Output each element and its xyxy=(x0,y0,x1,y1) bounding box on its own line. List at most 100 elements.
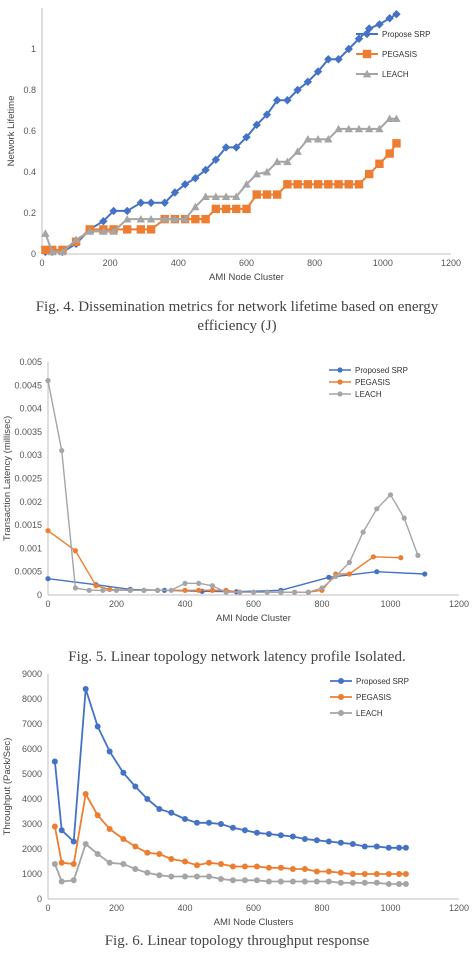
data-point xyxy=(146,214,156,223)
y-tick-label: 0.0035 xyxy=(14,427,42,437)
data-point xyxy=(283,96,292,105)
x-tick-label: 200 xyxy=(109,599,124,609)
data-point xyxy=(70,838,77,845)
data-point xyxy=(136,225,146,234)
data-point xyxy=(168,809,175,816)
data-point xyxy=(325,868,332,875)
data-point xyxy=(301,866,308,872)
series-leach xyxy=(51,841,409,887)
x-tick-label: 1200 xyxy=(441,258,461,268)
y-tick-label: 0 xyxy=(37,590,42,600)
data-point xyxy=(106,826,113,832)
data-point xyxy=(182,587,188,593)
data-point xyxy=(262,167,272,176)
data-point xyxy=(82,791,89,797)
y-tick-label: 1000 xyxy=(22,869,42,879)
data-point xyxy=(324,180,333,189)
data-point xyxy=(82,686,89,692)
legend-label: PEGASIS xyxy=(355,378,390,387)
x-tick-label: 1200 xyxy=(449,599,469,609)
data-point xyxy=(223,589,229,595)
data-point xyxy=(201,192,210,200)
network-lifetime-chart: 0 200 400 600 800 1000 1200 0 0.2 0.4 0.6 0.8 1 AMI N… xyxy=(6,8,461,283)
data-point xyxy=(180,180,190,189)
data-point xyxy=(182,858,188,865)
legend-item-propose-srp: Propose SRP xyxy=(356,29,430,39)
data-point xyxy=(396,881,403,887)
data-point xyxy=(289,866,296,872)
data-point xyxy=(241,877,248,884)
data-point xyxy=(333,573,339,579)
data-point xyxy=(344,180,353,189)
data-point xyxy=(191,173,200,183)
y-tick-label: 0.6 xyxy=(23,126,36,136)
data-point xyxy=(402,881,409,887)
data-point xyxy=(193,819,200,826)
figure-5-caption: Fig. 5. Linear topology network latency … xyxy=(0,648,474,667)
data-point xyxy=(209,583,215,589)
x-tick-label: 600 xyxy=(239,258,254,268)
data-point xyxy=(272,157,282,166)
data-point xyxy=(370,554,376,560)
data-point xyxy=(337,879,344,886)
data-point xyxy=(58,827,65,834)
data-point xyxy=(182,580,188,586)
series-leach xyxy=(45,378,421,595)
data-point xyxy=(313,868,320,875)
data-point xyxy=(141,587,147,593)
data-point xyxy=(191,202,200,211)
data-point xyxy=(160,198,169,207)
data-point xyxy=(100,587,106,593)
data-point xyxy=(123,206,132,216)
legend-item-leach: LEACH xyxy=(330,709,383,718)
y-tick-label: 0.0015 xyxy=(14,520,42,530)
data-point xyxy=(392,114,401,123)
data-point xyxy=(232,143,241,152)
data-point xyxy=(72,548,78,554)
data-point xyxy=(262,110,272,119)
x-axis-title: AMI Node Cluster xyxy=(216,613,291,624)
data-point xyxy=(232,192,241,200)
data-point xyxy=(396,844,403,851)
data-point xyxy=(120,769,127,776)
legend-label: LEACH xyxy=(355,390,382,399)
data-point xyxy=(48,247,57,256)
data-point xyxy=(303,180,313,189)
data-point xyxy=(349,841,356,847)
data-point xyxy=(242,204,251,214)
figure-6: 0 200 400 600 800 1000 1200 0 1000 2000 3000 4000 50… xyxy=(0,668,474,928)
data-point xyxy=(375,20,384,29)
data-point xyxy=(253,877,260,884)
data-point xyxy=(365,124,374,133)
data-point xyxy=(217,821,224,827)
data-point xyxy=(374,569,380,575)
data-point xyxy=(82,841,89,847)
transaction-latency-chart: 0 200 400 600 800 1000 1200 0 0.0005 0.001 0.0015 0… xyxy=(2,357,469,624)
data-point xyxy=(313,878,320,885)
data-point xyxy=(349,871,356,877)
data-point xyxy=(303,77,313,86)
data-point xyxy=(373,843,380,850)
y-tick-label: 0.004 xyxy=(19,404,42,414)
data-point xyxy=(265,831,272,837)
data-point xyxy=(155,587,161,593)
x-tick-label: 0 xyxy=(39,258,44,268)
x-tick-label: 800 xyxy=(314,903,329,913)
data-point xyxy=(94,812,101,819)
data-point xyxy=(354,34,364,43)
data-point xyxy=(293,180,302,189)
data-point xyxy=(45,576,51,582)
data-point xyxy=(361,871,368,877)
figure-4: 0 200 400 600 800 1000 1200 0 0.2 0.4 0.6 0.8 1 AMI N… xyxy=(0,0,474,290)
data-point xyxy=(264,589,270,595)
data-point xyxy=(170,188,180,197)
data-point xyxy=(398,555,404,561)
data-point xyxy=(209,587,215,593)
data-point xyxy=(144,869,151,876)
series-line-propose-srp xyxy=(45,13,398,253)
data-point xyxy=(72,585,78,591)
data-point xyxy=(305,589,311,595)
data-point xyxy=(211,192,221,200)
figure-6-caption-line1: Fig. 6. Linear topology throughput respo… xyxy=(104,933,370,949)
y-tick-label: 1 xyxy=(31,44,36,54)
